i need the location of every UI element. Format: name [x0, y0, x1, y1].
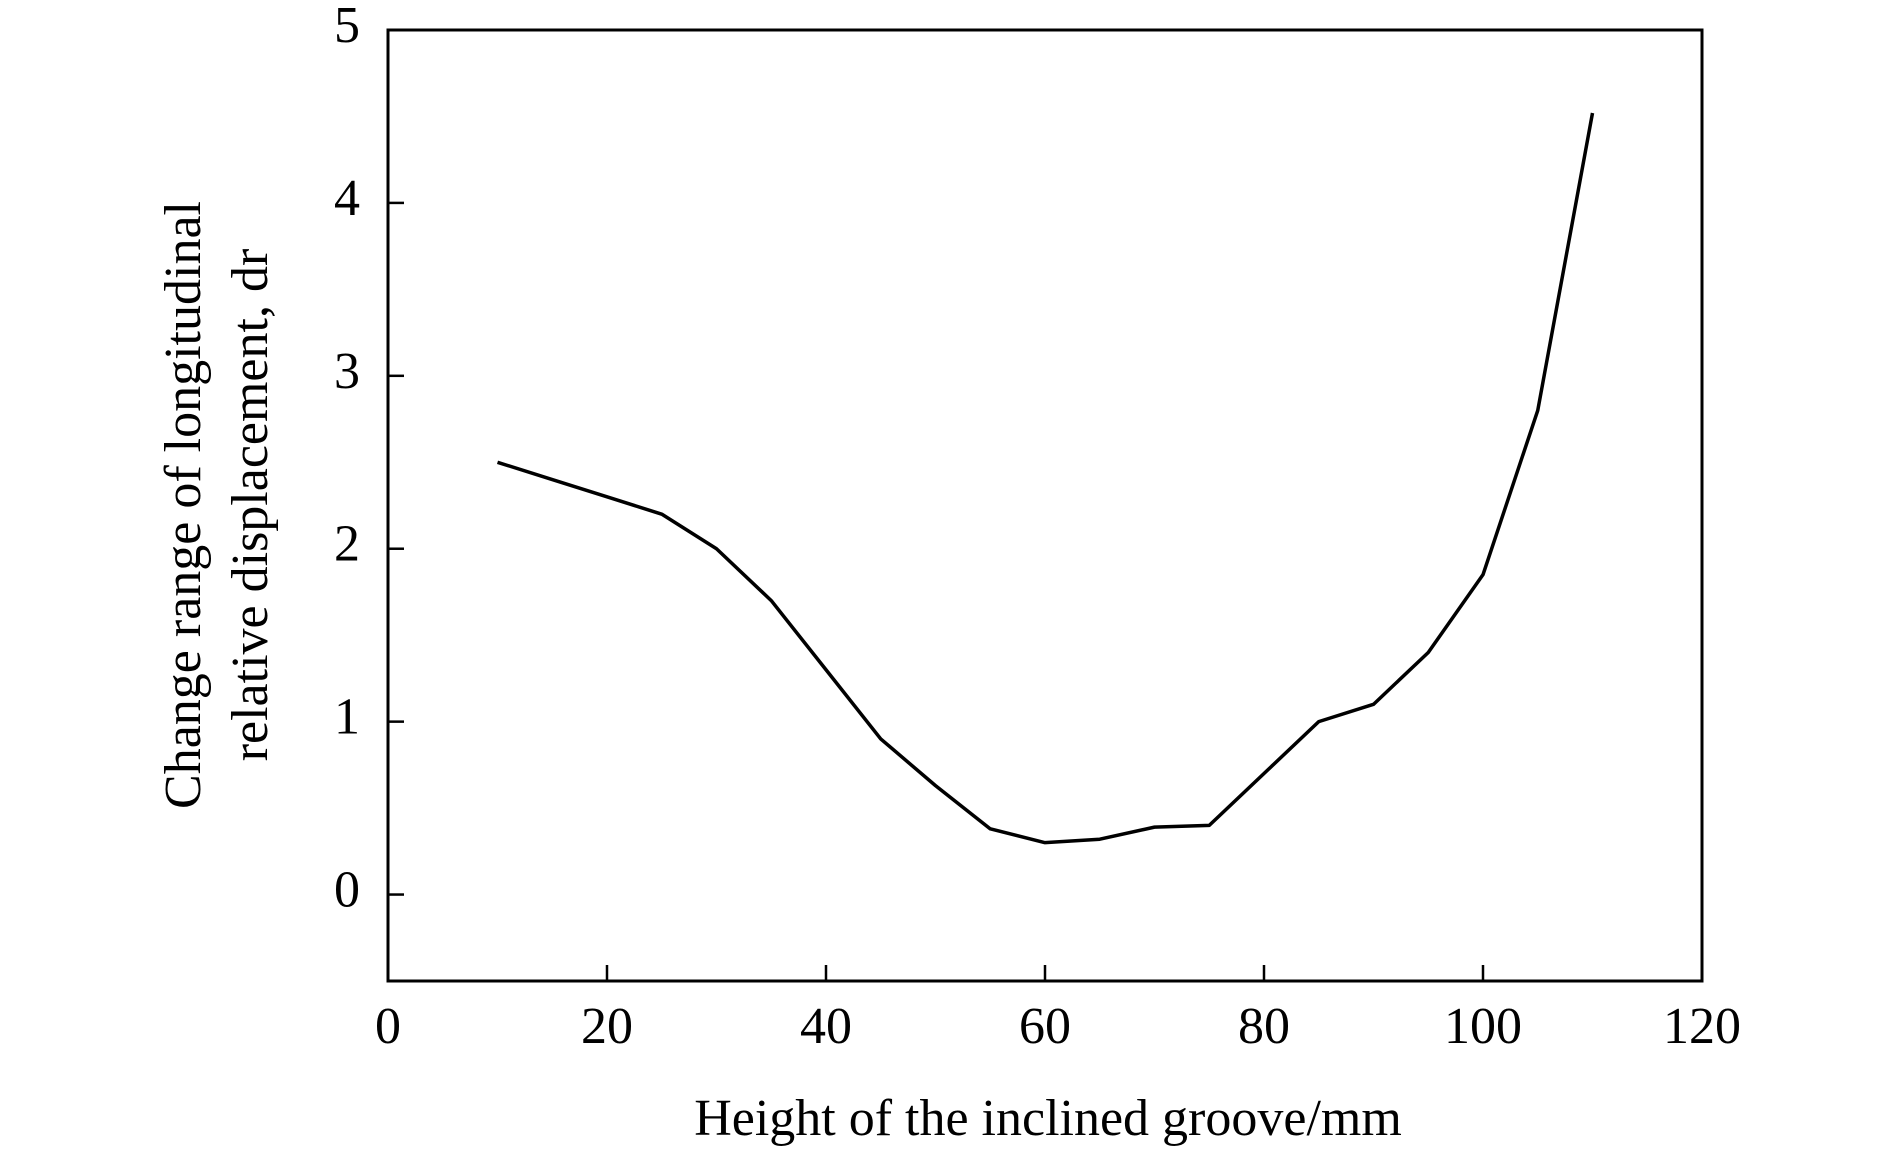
y-tick-label: 4 — [334, 170, 360, 227]
x-tick-label: 120 — [1663, 998, 1741, 1055]
x-axis-label: Height of the inclined groove/mm — [694, 1090, 1402, 1147]
y-tick-label: 0 — [334, 861, 360, 918]
data-line — [496, 112, 1595, 845]
x-tick-label: 40 — [800, 998, 852, 1055]
x-tick-label: 100 — [1444, 998, 1522, 1055]
y-axis-label: Change range of longitudinal — [155, 201, 212, 809]
x-tick-label: 0 — [375, 998, 401, 1055]
y-axis-label: relative displacement, dr — [222, 249, 279, 762]
x-tick-label: 60 — [1019, 998, 1071, 1055]
x-tick-label: 80 — [1238, 998, 1290, 1055]
y-tick-label: 1 — [334, 689, 360, 746]
y-tick-label: 3 — [334, 343, 360, 400]
y-tick-label: 5 — [334, 0, 360, 54]
x-tick-label: 20 — [581, 998, 633, 1055]
y-tick-label: 2 — [334, 516, 360, 573]
